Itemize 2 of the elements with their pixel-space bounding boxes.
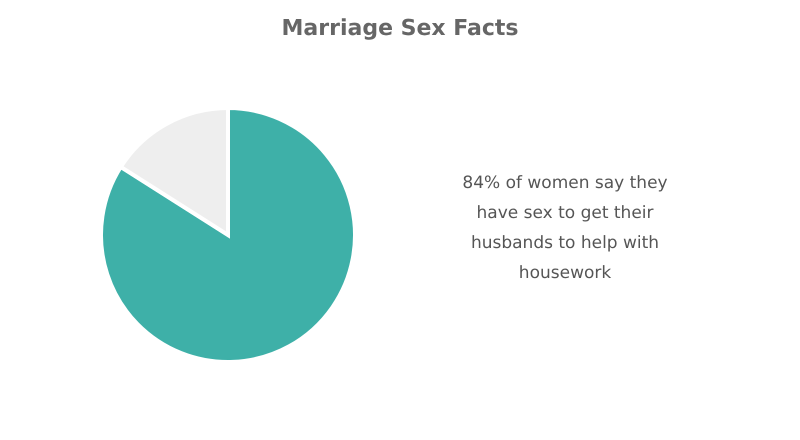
text: Marriage Sex Facts bbox=[281, 16, 519, 41]
text: 84% of women say they have sex to get their husbands to help with housework bbox=[462, 173, 668, 283]
